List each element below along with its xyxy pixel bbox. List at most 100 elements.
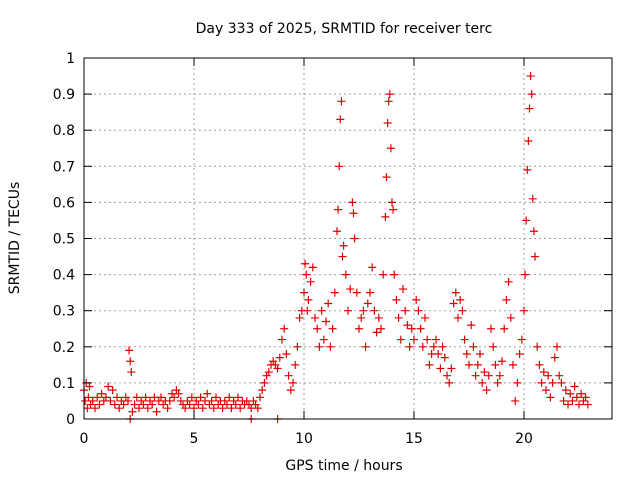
data-point [236, 404, 245, 413]
data-point [432, 335, 440, 344]
data-point [506, 313, 515, 322]
data-point [185, 400, 194, 409]
data-point [495, 371, 504, 380]
data-point [135, 404, 143, 413]
data-point [341, 270, 350, 279]
data-point [127, 368, 136, 377]
data-point [196, 393, 205, 402]
data-point [548, 378, 557, 387]
data-point [253, 404, 262, 413]
data-point [489, 342, 498, 351]
data-point [515, 350, 524, 359]
data-point [108, 386, 117, 395]
data-point [366, 288, 374, 297]
data-point [405, 342, 414, 351]
data-point [410, 335, 418, 344]
data-point [537, 378, 546, 387]
data-point [476, 350, 484, 359]
data-point [555, 371, 564, 380]
data-point [546, 393, 555, 402]
data-point [349, 209, 358, 218]
data-point [300, 288, 308, 297]
data-point [493, 378, 502, 387]
data-point [443, 371, 451, 380]
data-point [293, 342, 302, 351]
data-point [324, 299, 333, 308]
data-point [517, 335, 526, 344]
data-point [533, 342, 542, 351]
data-point [256, 393, 264, 402]
data-point [566, 389, 575, 398]
data-point [359, 306, 368, 315]
data-point [522, 216, 531, 225]
data-point [500, 324, 509, 333]
data-point [319, 335, 328, 344]
data-point [401, 306, 410, 315]
data-point [504, 277, 513, 286]
data-point [143, 404, 152, 413]
data-point [529, 227, 538, 236]
data-point [170, 393, 179, 402]
data-point [579, 396, 588, 405]
data-point [273, 364, 282, 373]
data-point [348, 198, 357, 207]
data-point [513, 378, 522, 387]
data-point [190, 404, 198, 413]
y-tick-label: 0.6 [53, 195, 75, 211]
data-point [390, 270, 399, 279]
y-axis-label: SRMTID / TECUs [7, 182, 23, 295]
data-point [454, 313, 462, 322]
data-point [181, 404, 190, 413]
data-point [447, 364, 456, 373]
data-point [126, 357, 135, 366]
data-point [368, 263, 377, 272]
data-point [308, 263, 317, 272]
data-point [469, 342, 478, 351]
data-point [339, 241, 348, 250]
data-point [467, 321, 476, 330]
data-point [83, 404, 92, 413]
data-point [95, 400, 104, 409]
data-point [478, 378, 487, 387]
data-point [550, 353, 559, 362]
data-point [436, 364, 445, 373]
data-point [231, 400, 240, 409]
data-point [88, 396, 97, 405]
data-point [330, 288, 339, 297]
x-tick-label: 10 [295, 431, 313, 447]
data-point [502, 295, 511, 304]
data-point [570, 382, 579, 391]
data-point [218, 404, 227, 413]
data-point [91, 404, 99, 413]
data-point [528, 194, 537, 203]
data-point [418, 342, 427, 351]
data-point [282, 350, 291, 359]
data-point [498, 357, 506, 366]
y-tick-label: 0.2 [53, 340, 75, 356]
data-point [106, 396, 115, 405]
data-point [328, 324, 337, 333]
y-tick-label: 1 [66, 51, 75, 67]
data-point [124, 396, 132, 405]
data-point [303, 306, 312, 315]
data-point [335, 162, 344, 171]
data-point [557, 378, 566, 387]
data-point [421, 313, 429, 322]
data-point [539, 368, 548, 377]
data-point [187, 393, 196, 402]
data-point [234, 393, 242, 402]
data-point [352, 288, 361, 297]
data-point [110, 400, 119, 409]
data-point [357, 313, 366, 322]
data-point [372, 328, 381, 337]
data-point [280, 324, 289, 333]
data-point [520, 306, 528, 315]
data-point [480, 368, 489, 377]
data-point [535, 360, 544, 369]
data-point [407, 324, 416, 333]
data-point [333, 227, 341, 236]
data-point [542, 386, 550, 395]
data-point [414, 306, 423, 315]
data-point [260, 378, 269, 387]
data-point [148, 400, 157, 409]
